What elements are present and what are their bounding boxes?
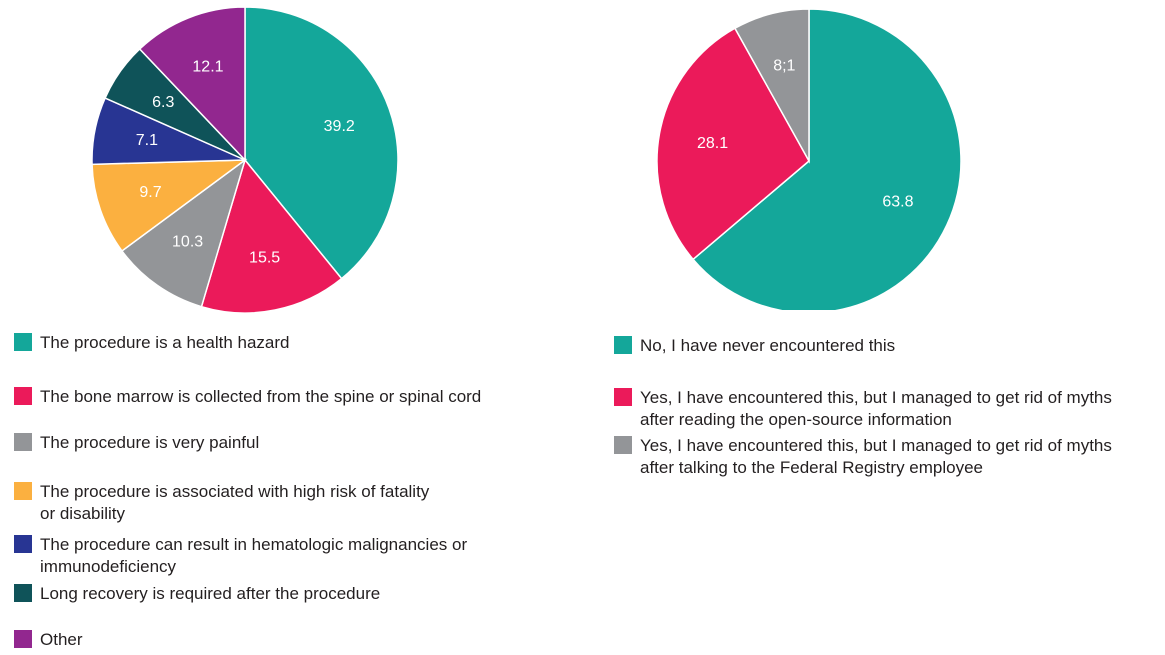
encounter-legend-label-2: Yes, I have encountered this, but I mana…: [640, 436, 1112, 477]
reasons-slice-label-2: 10.3: [172, 233, 203, 250]
encounter-legend-item-0: No, I have never encountered this: [614, 335, 895, 357]
reasons-slice-2: [120, 158, 247, 308]
legend-encounter: No, I have never encountered this Yes, I …: [614, 0, 1165, 655]
reasons-legend-label-4: The procedure can result in hematologic …: [40, 535, 468, 576]
reasons-legend-swatch-6: [14, 630, 32, 648]
reasons-legend-item-5: Long recovery is required after the proc…: [14, 583, 380, 605]
reasons-legend-swatch-4: [14, 535, 32, 553]
reasons-slice-label-3: 9.7: [139, 184, 161, 201]
encounter-legend-label-0: No, I have never encountered this: [640, 336, 896, 355]
reasons-legend-label-6: Other: [40, 630, 83, 649]
reasons-slice-1: [200, 158, 343, 314]
encounter-legend-swatch-0: [614, 336, 632, 354]
reasons-legend-swatch-0: [14, 333, 32, 351]
legend-reasons: The procedure is a health hazard The bone…: [14, 0, 574, 655]
encounter-slice-label-2: 8;1: [773, 58, 795, 75]
encounter-slice-label-1: 28.1: [697, 135, 728, 152]
reasons-legend-item-4: The procedure can result in hematologic …: [14, 534, 467, 578]
encounter-legend-swatch-1: [614, 388, 632, 406]
reasons-legend-item-3: The procedure is associated with high ri…: [14, 481, 429, 525]
encounter-slice-1: [656, 27, 810, 261]
reasons-legend-label-3: The procedure is associated with high ri…: [40, 482, 430, 523]
reasons-slice-0: [244, 6, 399, 280]
reasons-slice-6: [138, 6, 246, 162]
reasons-legend-label-0: The procedure is a health hazard: [40, 333, 290, 352]
reasons-slice-3: [91, 159, 248, 252]
reasons-legend-swatch-3: [14, 482, 32, 500]
reasons-slice-label-6: 12.1: [192, 59, 223, 76]
reasons-slice-label-0: 39.2: [324, 118, 355, 135]
encounter-slice-label-0: 63.8: [882, 194, 913, 211]
reasons-legend-swatch-1: [14, 387, 32, 405]
reasons-slice-label-5: 6.3: [152, 94, 174, 111]
encounter-slice-2: [733, 8, 810, 164]
reasons-slice-label-4: 7.1: [136, 132, 158, 149]
reasons-legend-label-1: The bone marrow is collected from the sp…: [40, 387, 482, 406]
reasons-legend-swatch-5: [14, 584, 32, 602]
encounter-legend-swatch-2: [614, 436, 632, 454]
reasons-slice-label-1: 15.5: [249, 250, 280, 267]
encounter-legend-label-1: Yes, I have encountered this, but I mana…: [640, 388, 1112, 429]
encounter-legend-item-1: Yes, I have encountered this, but I mana…: [614, 387, 1112, 431]
reasons-legend-label-5: Long recovery is required after the proc…: [40, 584, 381, 603]
pie-chart-reasons: 39.2 15.5 10.3 9.7 7.1 6.3 12.1: [91, 6, 399, 314]
reasons-legend-item-0: The procedure is a health hazard: [14, 332, 290, 354]
reasons-legend-swatch-2: [14, 433, 32, 451]
encounter-slice-0: [692, 8, 962, 310]
reasons-legend-item-2: The procedure is very painful: [14, 432, 259, 454]
reasons-legend-item-6: Other: [14, 629, 83, 651]
reasons-legend-label-2: The procedure is very painful: [40, 433, 260, 452]
reasons-legend-item-1: The bone marrow is collected from the sp…: [14, 386, 481, 408]
encounter-legend-item-2: Yes, I have encountered this, but I mana…: [614, 435, 1112, 479]
pie-chart-encounter: 63.8 28.1 8;1: [656, 8, 962, 310]
